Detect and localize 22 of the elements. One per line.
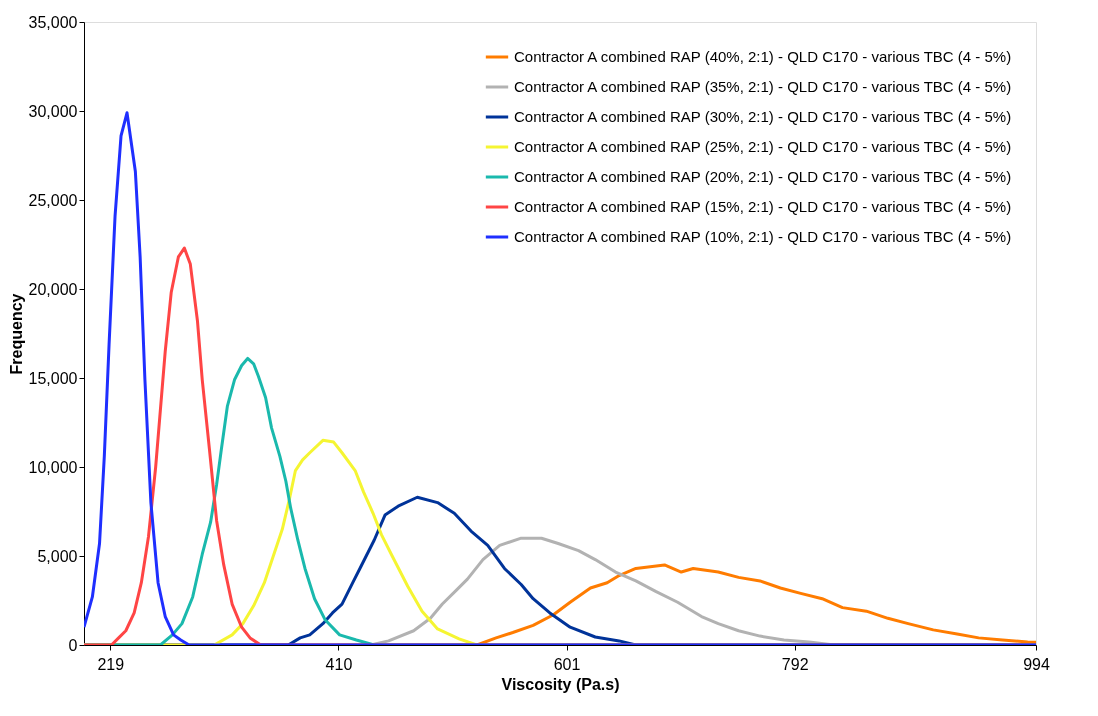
legend-label: Contractor A combined RAP (15%, 2:1) - QLD C170 - various TBC (4 - 5%): [514, 198, 1012, 215]
y-tick-label: 5,000: [37, 547, 78, 565]
legend-label: Contractor A combined RAP (30%, 2:1) - QLD C170 - various TBC (4 - 5%): [514, 108, 1012, 125]
x-axis-title: Viscosity (Pa.s): [501, 675, 620, 693]
y-axis-title: Frequency: [7, 293, 25, 375]
y-tick-label: 0: [68, 636, 78, 654]
legend-label: Contractor A combined RAP (35%, 2:1) - QLD C170 - various TBC (4 - 5%): [514, 78, 1012, 95]
legend-label: Contractor A combined RAP (10%, 2:1) - QLD C170 - various TBC (4 - 5%): [514, 228, 1012, 245]
legend-label: Contractor A combined RAP (25%, 2:1) - QLD C170 - various TBC (4 - 5%): [514, 138, 1012, 155]
legend-label: Contractor A combined RAP (40%, 2:1) - QLD C170 - various TBC (4 - 5%): [514, 48, 1012, 65]
y-tick-label: 35,000: [28, 13, 78, 31]
x-tick-label: 601: [553, 655, 581, 673]
y-tick-label: 20,000: [28, 280, 78, 298]
x-tick-label: 410: [325, 655, 353, 673]
x-tick-label: 792: [781, 655, 809, 673]
x-tick-label: 219: [97, 655, 125, 673]
y-tick-label: 15,000: [28, 369, 78, 387]
legend-label: Contractor A combined RAP (20%, 2:1) - QLD C170 - various TBC (4 - 5%): [514, 168, 1012, 185]
y-tick-label: 25,000: [28, 191, 78, 209]
y-tick-label: 10,000: [28, 458, 78, 476]
y-tick-label: 30,000: [28, 102, 78, 120]
x-tick-label: 994: [1023, 655, 1050, 673]
